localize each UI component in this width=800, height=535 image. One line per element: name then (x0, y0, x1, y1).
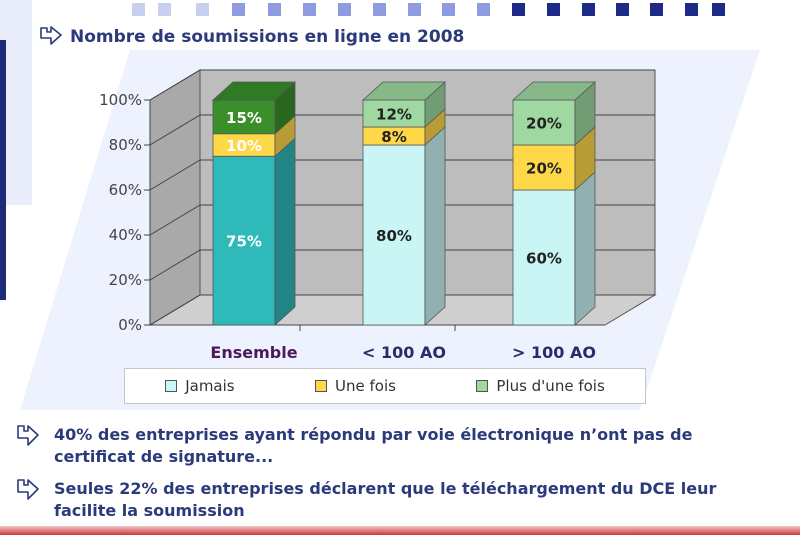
bar-label-0-2: 15% (226, 109, 262, 127)
chart-side-wall (149, 69, 201, 326)
gridline (149, 249, 655, 281)
gridline (149, 159, 655, 191)
arrow-bullet-icon (40, 26, 62, 45)
bar-label-1-0: 80% (376, 227, 412, 245)
bar-side-0-0 (274, 137, 296, 326)
arrow-bullet-icon (17, 479, 39, 500)
decorative-square (512, 3, 525, 16)
decorative-square (232, 3, 245, 16)
decorative-square (650, 3, 663, 16)
decorative-square (685, 3, 698, 16)
bar-label-2-0: 60% (526, 250, 562, 268)
decorative-square (477, 3, 490, 16)
legend-label-une-fois: Une fois (335, 377, 396, 395)
decorative-square (616, 3, 629, 16)
decorative-square (582, 3, 595, 16)
arrow-bullet-icon (17, 425, 39, 446)
bar-0-0 (212, 155, 276, 326)
y-tick-label: 40% (109, 226, 142, 244)
decorative-square (132, 3, 145, 16)
bar-2-0 (512, 189, 576, 326)
decorative-square (268, 3, 281, 16)
category-label-0: Ensemble (210, 343, 297, 362)
bar-label-1-2: 12% (376, 106, 412, 124)
legend-swatch-une-fois (315, 380, 328, 392)
y-tick-label: 20% (109, 271, 142, 289)
decorative-square (712, 3, 725, 16)
legend-item-plus: Plus d'une fois (476, 377, 605, 395)
slide-title: Nombre de soumissions en ligne en 2008 (70, 27, 465, 47)
legend-label-jamais: Jamais (185, 377, 235, 395)
decorative-square (196, 3, 209, 16)
bar-2-1 (512, 144, 576, 191)
bar-label-2-1: 20% (526, 160, 562, 178)
legend-swatch-plus (476, 380, 489, 392)
decorative-square (303, 3, 316, 16)
y-tick-label: 60% (109, 181, 142, 199)
gridline (149, 204, 655, 236)
legend-item-jamais: Jamais (165, 377, 235, 395)
decorative-square (442, 3, 455, 16)
bullet-2: Seules 22% des entreprises déclarent que… (14, 478, 774, 522)
decorative-square (547, 3, 560, 16)
chart-legend: Jamais Une fois Plus d'une fois (124, 368, 646, 404)
bullet-2-text: Seules 22% des entreprises déclarent que… (54, 479, 717, 520)
y-tick-label: 100% (99, 91, 142, 109)
decorative-square (158, 3, 171, 16)
bar-0-2 (212, 99, 276, 135)
legend-item-une-fois: Une fois (315, 377, 396, 395)
gridline (149, 114, 655, 146)
category-label-2: > 100 AO (512, 343, 596, 362)
title-line: Nombre de soumissions en ligne en 2008 (38, 26, 464, 48)
y-tick-label: 0% (118, 316, 142, 334)
gridline (149, 294, 655, 326)
category-label-1: < 100 AO (362, 343, 446, 362)
y-tick-label: 80% (109, 136, 142, 154)
left-accent-bar (0, 40, 6, 300)
bar-label-0-1: 10% (226, 137, 262, 155)
bar-top-0 (211, 81, 297, 101)
bullet-1-text: 40% des entreprises ayant répondu par vo… (54, 425, 693, 466)
bullet-1: 40% des entreprises ayant répondu par vo… (14, 424, 774, 468)
legend-label-plus: Plus d'une fois (496, 377, 605, 395)
bar-1-2 (362, 99, 426, 128)
bottom-band (0, 526, 800, 535)
bar-side-1-0 (424, 126, 446, 326)
bar-side-2-0 (574, 171, 596, 326)
gridline (149, 69, 655, 101)
decorative-square (408, 3, 421, 16)
bar-label-1-1: 8% (381, 128, 406, 146)
bar-top-2 (511, 81, 597, 101)
decorative-square (373, 3, 386, 16)
decorative-square (338, 3, 351, 16)
bar-label-0-0: 75% (226, 233, 262, 251)
bar-label-2-2: 20% (526, 115, 562, 133)
legend-swatch-jamais (165, 380, 178, 392)
bar-top-1 (361, 81, 447, 101)
